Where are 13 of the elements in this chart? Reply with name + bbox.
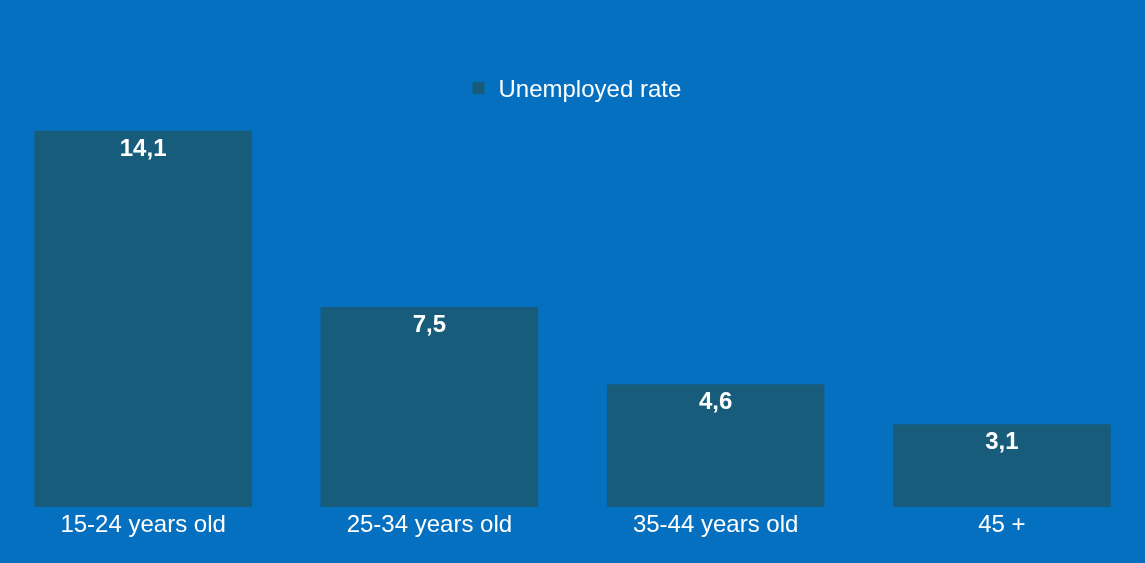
bar <box>320 306 539 507</box>
x-tick-label: 25-34 years old <box>346 510 513 537</box>
data-label: 7,5 <box>412 309 447 337</box>
data-label: 4,6 <box>698 387 733 415</box>
x-tick-label: 35-44 years old <box>632 510 799 537</box>
bar <box>606 384 825 507</box>
bar <box>34 130 252 507</box>
x-tick-label: 45 + <box>978 510 1026 537</box>
data-label: 3,1 <box>985 427 1019 455</box>
bar <box>893 424 1111 507</box>
x-tick-label: 15-24 years old <box>60 510 226 537</box>
data-label: 14,1 <box>119 133 167 161</box>
legend-label: Unemployed rate <box>498 75 682 103</box>
